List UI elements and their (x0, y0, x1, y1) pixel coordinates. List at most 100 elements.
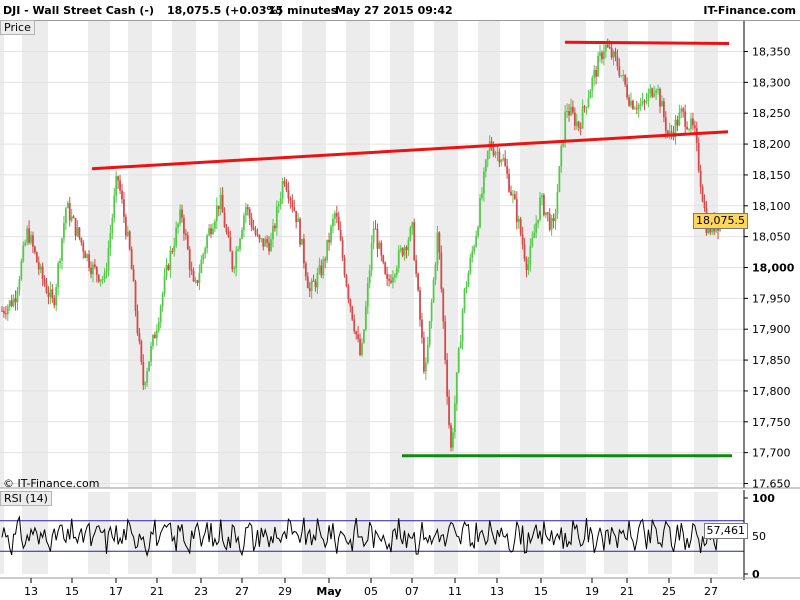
candle-body (564, 111, 567, 142)
candle-131 (254, 225, 257, 237)
candle-139 (270, 232, 272, 252)
candle-160 (310, 278, 313, 299)
candle-body (47, 292, 50, 297)
candle-body (246, 207, 249, 210)
candle-122 (237, 245, 240, 252)
candle-144 (279, 191, 282, 210)
candle-279 (541, 193, 543, 206)
candle-body (322, 259, 325, 276)
trendline-layer (91, 40, 732, 458)
candle-241 (467, 270, 470, 288)
candle-body (405, 247, 408, 251)
candle-body (676, 119, 679, 126)
candle-body (283, 181, 286, 184)
candle-295 (572, 100, 574, 115)
candle-176 (341, 236, 344, 262)
candle-body (659, 88, 661, 107)
candle-body (370, 243, 373, 271)
candle-body (537, 219, 539, 224)
candle-125 (243, 212, 245, 238)
candle-body (589, 90, 592, 99)
candle-body (183, 217, 185, 234)
candle-body (99, 279, 102, 282)
candle-151 (293, 199, 296, 212)
candle-57 (111, 213, 114, 240)
candle-body (494, 152, 497, 156)
candle-33 (64, 207, 67, 231)
candle-14 (28, 220, 30, 245)
candle-277 (537, 219, 539, 229)
candle-body (157, 321, 160, 331)
candle-348 (674, 114, 677, 145)
shade-band-12 (520, 21, 544, 488)
candle-body (190, 269, 193, 272)
candle-body (500, 160, 503, 163)
candle-164 (318, 257, 321, 275)
candle-body (657, 88, 659, 91)
candle-body (347, 286, 350, 300)
candle-135 (262, 238, 265, 251)
candle-303 (587, 90, 590, 109)
candle-body (409, 227, 412, 241)
candle-114 (221, 187, 224, 213)
candle-body (109, 233, 112, 249)
candle-body (123, 199, 125, 217)
candle-354 (686, 121, 688, 131)
candle-body (169, 250, 172, 270)
candle-body (217, 205, 220, 209)
candle-17 (34, 245, 36, 255)
candle-264 (512, 189, 514, 204)
candle-body (101, 279, 104, 281)
candle-24 (47, 286, 50, 305)
candle-body (132, 269, 135, 282)
candle-body (43, 278, 46, 285)
candle-body (525, 258, 528, 271)
candle-body (467, 272, 470, 287)
candle-body (388, 278, 390, 281)
candle-body (628, 97, 630, 106)
candle-body (24, 242, 27, 246)
candle-233 (452, 427, 454, 452)
candle-220 (426, 336, 429, 365)
candle-45 (88, 250, 90, 272)
candle-body (196, 280, 199, 283)
candle-body (148, 361, 150, 372)
candle-body (30, 235, 32, 243)
candle-218 (422, 331, 425, 374)
candle-body (366, 283, 369, 307)
candle-body (477, 227, 479, 236)
candle-body (12, 298, 15, 306)
candle-334 (647, 88, 650, 108)
candle-body (512, 194, 514, 196)
candle-325 (630, 92, 632, 109)
candle-body (661, 101, 663, 107)
candle-211 (409, 225, 412, 242)
candle-body (392, 277, 394, 283)
candle-body (82, 242, 85, 252)
candle-body (419, 290, 421, 320)
y-tick-label-9: 18,100 (752, 200, 791, 213)
candle-body (208, 228, 210, 236)
candle-body (330, 226, 332, 243)
candle-body (635, 108, 638, 110)
candle-body (430, 301, 433, 322)
candle-80 (155, 324, 158, 346)
x-tick-label-13: 19 (585, 585, 599, 598)
candle-body (542, 195, 545, 216)
candle-54 (105, 262, 108, 279)
candle-body (153, 334, 156, 339)
candle-41 (80, 237, 83, 246)
candle-13 (26, 225, 29, 246)
candle-body (548, 213, 551, 230)
candle-294 (570, 98, 572, 117)
candle-body (229, 236, 232, 252)
candle-body (457, 348, 460, 373)
candle-111 (215, 197, 218, 229)
candle-body (243, 215, 245, 230)
y-tick-label-1: 17,700 (752, 447, 791, 460)
candle-body (225, 227, 228, 232)
candle-body (616, 56, 619, 67)
candle-53 (103, 268, 106, 283)
candle-body (701, 186, 704, 202)
